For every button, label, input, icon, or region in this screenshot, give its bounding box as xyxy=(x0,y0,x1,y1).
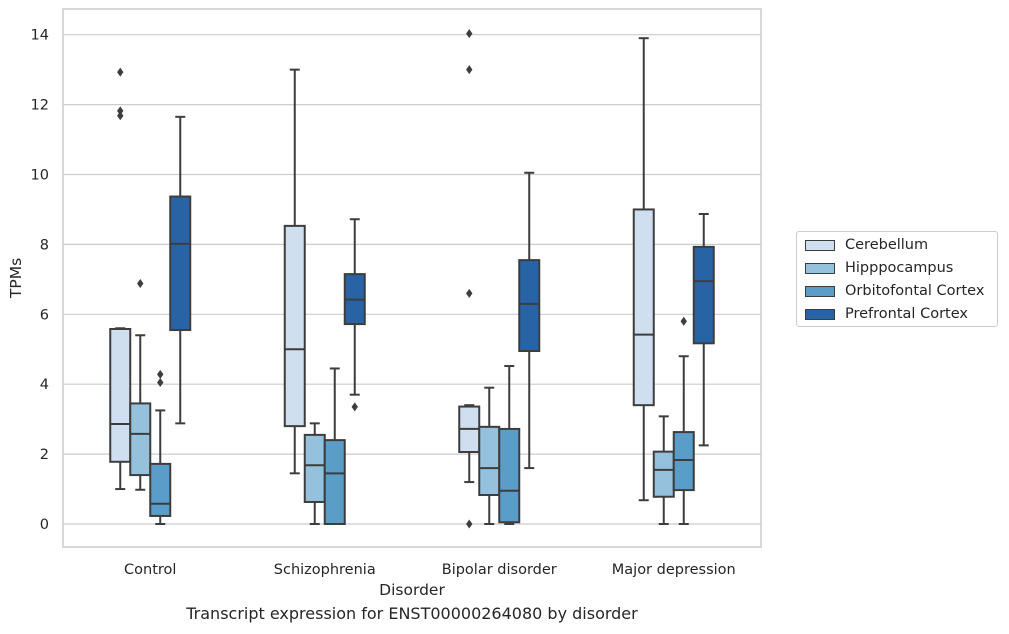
legend-swatch-cerebellum xyxy=(805,239,835,251)
box xyxy=(518,259,541,352)
legend-label: Hipppocampus xyxy=(845,260,954,276)
y-tick-label: 8 xyxy=(40,237,49,253)
box xyxy=(303,433,326,503)
box xyxy=(283,224,306,428)
legend-label: Cerebellum xyxy=(845,237,929,253)
box xyxy=(169,195,192,332)
y-tick-label: 4 xyxy=(40,377,49,393)
box xyxy=(632,208,655,407)
legend-item-hippocampus: Hipppocampus xyxy=(805,258,953,278)
y-tick-label: 12 xyxy=(31,98,49,114)
outlier-point xyxy=(466,288,473,298)
box xyxy=(672,431,695,492)
outlier-point xyxy=(157,369,164,379)
outlier-point xyxy=(137,279,144,289)
y-tick-label: 2 xyxy=(40,447,49,463)
box xyxy=(692,245,715,345)
legend-swatch-hippocampus xyxy=(805,262,835,274)
box xyxy=(498,427,521,524)
y-tick-label: 14 xyxy=(31,28,49,44)
outlier-point xyxy=(117,67,124,77)
legend-label: Orbitofontal Cortex xyxy=(845,283,985,299)
outlier-point xyxy=(466,519,473,529)
outlier-point xyxy=(680,316,687,326)
legend-item-cerebellum: Cerebellum xyxy=(805,235,928,255)
chart-caption: Transcript expression for ENST0000026408… xyxy=(186,604,638,623)
y-tick-label: 0 xyxy=(40,517,49,533)
box xyxy=(652,450,675,498)
outlier-point xyxy=(157,377,164,387)
y-tick-label: 10 xyxy=(31,168,49,184)
x-tick-label: Major depression xyxy=(612,562,736,578)
box xyxy=(478,425,501,496)
outlier-point xyxy=(466,65,473,75)
x-tick-label: Control xyxy=(124,562,176,578)
x-axis-label: Disorder xyxy=(379,581,445,599)
plot-frame xyxy=(62,8,762,548)
box xyxy=(129,402,152,477)
outlier-point xyxy=(117,111,124,121)
x-tick-label: Schizophrenia xyxy=(274,562,376,578)
outlier-point xyxy=(351,402,358,412)
y-tick-label: 6 xyxy=(40,307,49,323)
legend: Cerebellum Hipppocampus Orbitofontal Cor… xyxy=(796,231,998,327)
box xyxy=(109,327,132,463)
box xyxy=(149,462,172,517)
outlier-point xyxy=(117,106,124,116)
y-axis-label: TPMs xyxy=(7,258,25,299)
outlier-point xyxy=(466,29,473,39)
legend-swatch-prefrontal xyxy=(805,308,835,320)
legend-item-orbitofrontal: Orbitofontal Cortex xyxy=(805,281,984,301)
legend-item-prefrontal: Prefrontal Cortex xyxy=(805,304,968,324)
legend-swatch-orbitofrontal xyxy=(805,285,835,297)
x-tick-label: Bipolar disorder xyxy=(442,562,557,578)
box xyxy=(323,439,346,525)
legend-label: Prefrontal Cortex xyxy=(845,306,968,322)
